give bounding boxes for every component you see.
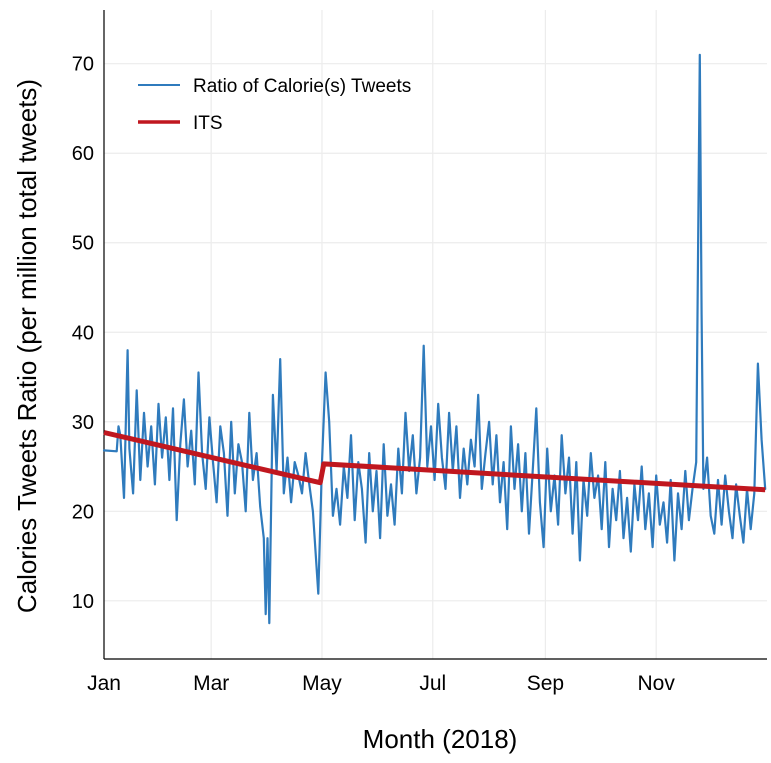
x-tick-label: May (302, 672, 342, 695)
axes (103, 10, 767, 660)
x-axis-label: Month (2018) (363, 724, 518, 754)
series-layer (102, 53, 767, 625)
series-line-its (103, 430, 766, 493)
x-tick-labels: Jan Mar May Jul Sep Nov (87, 672, 675, 695)
x-tick-label: Nov (638, 672, 676, 695)
y-tick-label: 70 (72, 54, 94, 76)
y-tick-label: 50 (72, 233, 94, 255)
legend-label-its: ITS (193, 113, 223, 134)
y-tick-label: 60 (72, 143, 94, 165)
y-tick-labels: 10 20 30 40 50 60 70 (72, 54, 94, 613)
y-axis-label: Calories Tweets Ratio (per million total… (12, 79, 42, 613)
y-tick-label: 40 (72, 322, 94, 344)
series-line-ratio (102, 53, 767, 625)
y-tick-label: 20 (72, 501, 94, 523)
x-tick-label: Mar (193, 672, 229, 695)
legend: Ratio of Calorie(s) Tweets ITS (138, 76, 411, 134)
x-tick-label: Jan (87, 672, 121, 695)
x-tick-label: Sep (527, 672, 564, 695)
y-tick-label: 10 (72, 591, 94, 613)
y-tick-label: 30 (72, 412, 94, 434)
legend-label-ratio: Ratio of Calorie(s) Tweets (193, 76, 411, 97)
grid-lines (104, 10, 767, 659)
x-tick-label: Jul (419, 672, 446, 695)
